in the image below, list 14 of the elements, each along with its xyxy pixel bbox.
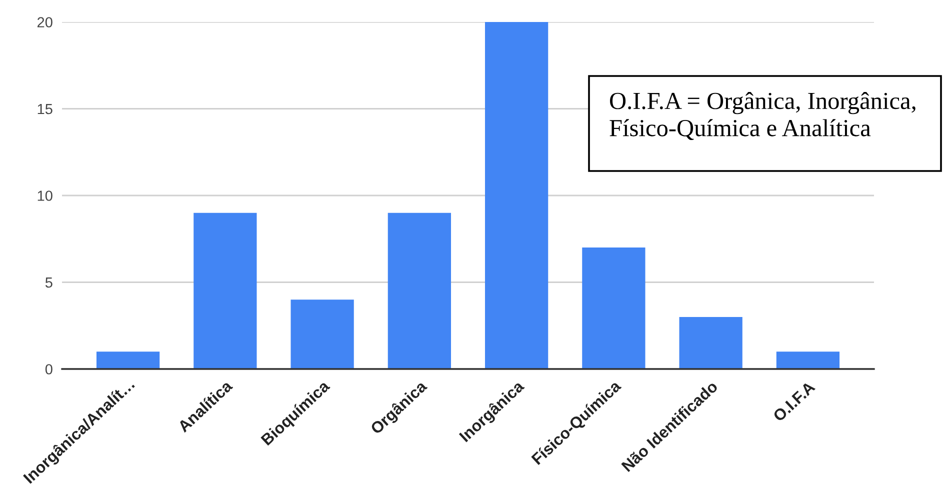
y-tick-label: 0 (45, 364, 52, 374)
y-tick-label: 10 (38, 190, 52, 201)
bar (96, 352, 160, 369)
y-tick-label: 5 (45, 278, 52, 288)
annotation: O.I.F.A = Orgânica, Inorgânica, Físico-Química e Analítica (610, 92, 916, 140)
y-tick-label: 20 (37, 17, 52, 28)
bar (582, 248, 646, 369)
bar (194, 212, 257, 369)
bar (290, 300, 354, 369)
bar (679, 316, 742, 369)
bar (388, 212, 451, 369)
bar (776, 352, 840, 369)
bar (485, 22, 548, 369)
y-tick-label: 15 (38, 104, 52, 114)
